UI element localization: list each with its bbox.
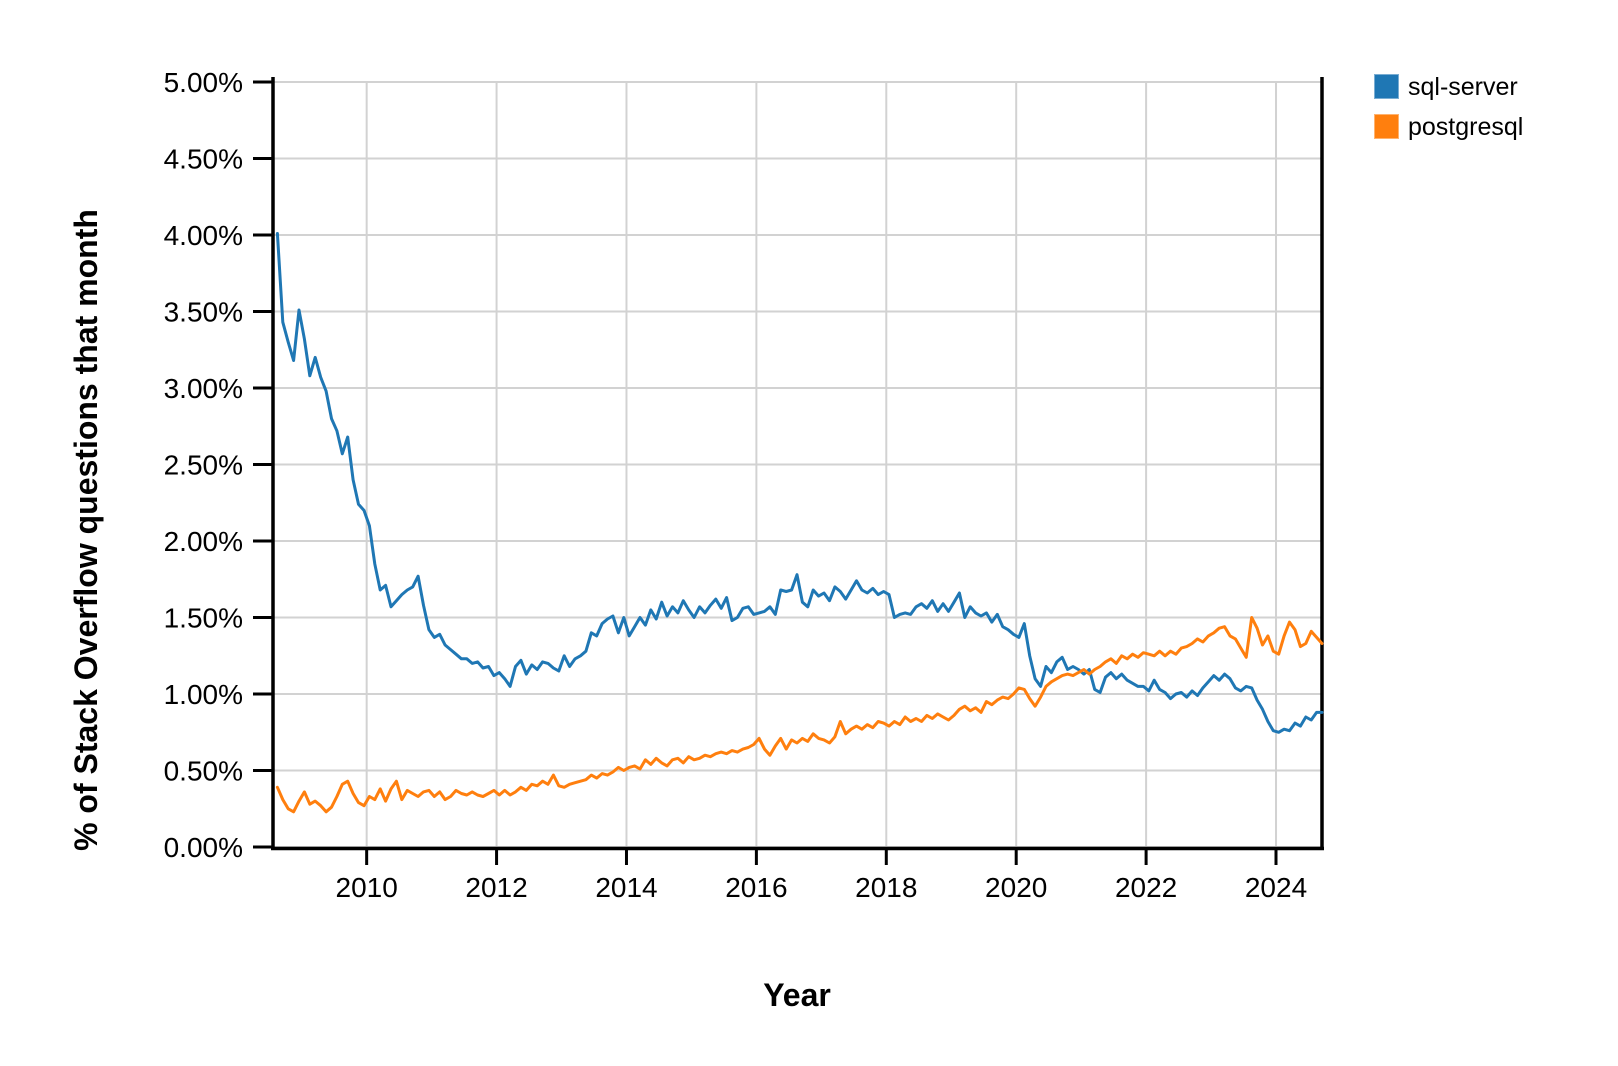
x-tick-label: 2010 [336,872,398,903]
x-tick-label: 2024 [1245,872,1307,903]
legend-swatch-sql-server-icon [1374,74,1399,99]
y-tick-label: 0.00% [164,832,243,863]
y-tick-label: 5.00% [164,67,243,98]
legend: sql-server postgresql [1374,73,1523,141]
y-tick-label: 4.00% [164,220,243,251]
y-tick-label: 3.50% [164,297,243,328]
legend-swatch-postgresql-icon [1374,114,1399,139]
series-line-postgresql [275,616,1324,814]
x-axis-title: Year [763,977,831,1013]
y-tick-label: 2.00% [164,526,243,557]
y-tick-label: 4.50% [164,144,243,175]
y-tick-label: 1.50% [164,603,243,634]
y-tick-label: 0.50% [164,756,243,787]
x-tick-label: 2014 [595,872,657,903]
x-tick-label: 2022 [1115,872,1177,903]
y-tick-label: 2.50% [164,450,243,481]
y-tick-label: 1.00% [164,679,243,710]
series-line-sql-server [275,232,1324,734]
axis-ticks [253,80,1278,865]
axis-tick-labels: 0.00% 0.50% 1.00% 1.50% 2.00% 2.50% 3.00% 3.50%… [164,67,1308,903]
y-tick-label: 3.00% [164,373,243,404]
x-tick-label: 2012 [465,872,527,903]
x-tick-label: 2016 [725,872,787,903]
legend-item-postgresql[interactable]: postgresql [1374,113,1523,141]
legend-label-sql-server: sql-server [1408,73,1518,101]
x-tick-label: 2018 [855,872,917,903]
legend-label-postgresql: postgresql [1408,113,1523,141]
series-lines [275,232,1324,814]
gridlines [273,81,1322,848]
axis-spines [271,77,1324,851]
legend-item-sql-server[interactable]: sql-server [1374,73,1518,101]
y-axis-title: % of Stack Overflow questions that month [68,209,104,851]
x-tick-label: 2020 [985,872,1047,903]
